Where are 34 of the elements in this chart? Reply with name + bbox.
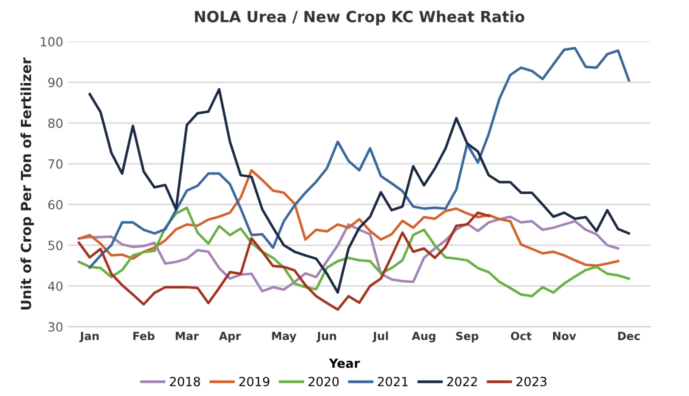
line-series: [88, 88, 630, 294]
y-tick-label: 90: [48, 78, 63, 88]
legend-label: 2021: [378, 376, 408, 386]
y-tick-label: 40: [48, 281, 63, 291]
chart-title: NOLA Urea / New Crop KC Wheat Ratio: [195, 10, 524, 26]
y-tick-label: 60: [48, 200, 63, 210]
line-series: [78, 206, 630, 298]
y-tick-label: 100: [40, 37, 63, 47]
x-tick-label: Aug: [412, 332, 436, 342]
legend-label: 2020: [308, 376, 339, 386]
x-tick-label: Mar: [176, 332, 199, 340]
line-series: [88, 46, 630, 269]
x-tick-label: Jun: [316, 332, 336, 342]
y-tick-label: 70: [48, 159, 63, 169]
x-tick-label: Feb: [133, 332, 154, 340]
legend-title: Year: [328, 358, 360, 368]
x-tick-label: Nov: [553, 332, 576, 340]
y-tick-label: 50: [48, 240, 63, 250]
x-tick-label: Dec: [618, 332, 640, 340]
x-tick-label: Sep: [456, 332, 478, 342]
x-tick-label: Jan: [79, 332, 99, 342]
y-tick-label: 30: [48, 322, 63, 332]
legend-label: 2019: [239, 376, 270, 386]
x-tick-label: Apr: [218, 332, 241, 342]
x-tick-label: Oct: [510, 332, 532, 340]
legend-label: 2018: [170, 376, 200, 386]
legend-label: 2023: [516, 376, 546, 386]
line-series: [78, 211, 490, 311]
legend-label: 2022: [447, 376, 477, 386]
y-tick-label: 80: [48, 118, 63, 128]
x-tick-label: Jul: [372, 332, 388, 342]
x-tick-label: May: [272, 332, 296, 342]
y-axis-title: Unit of Crop Per Ton of Fertilizer: [20, 58, 34, 310]
line-series: [78, 169, 620, 267]
